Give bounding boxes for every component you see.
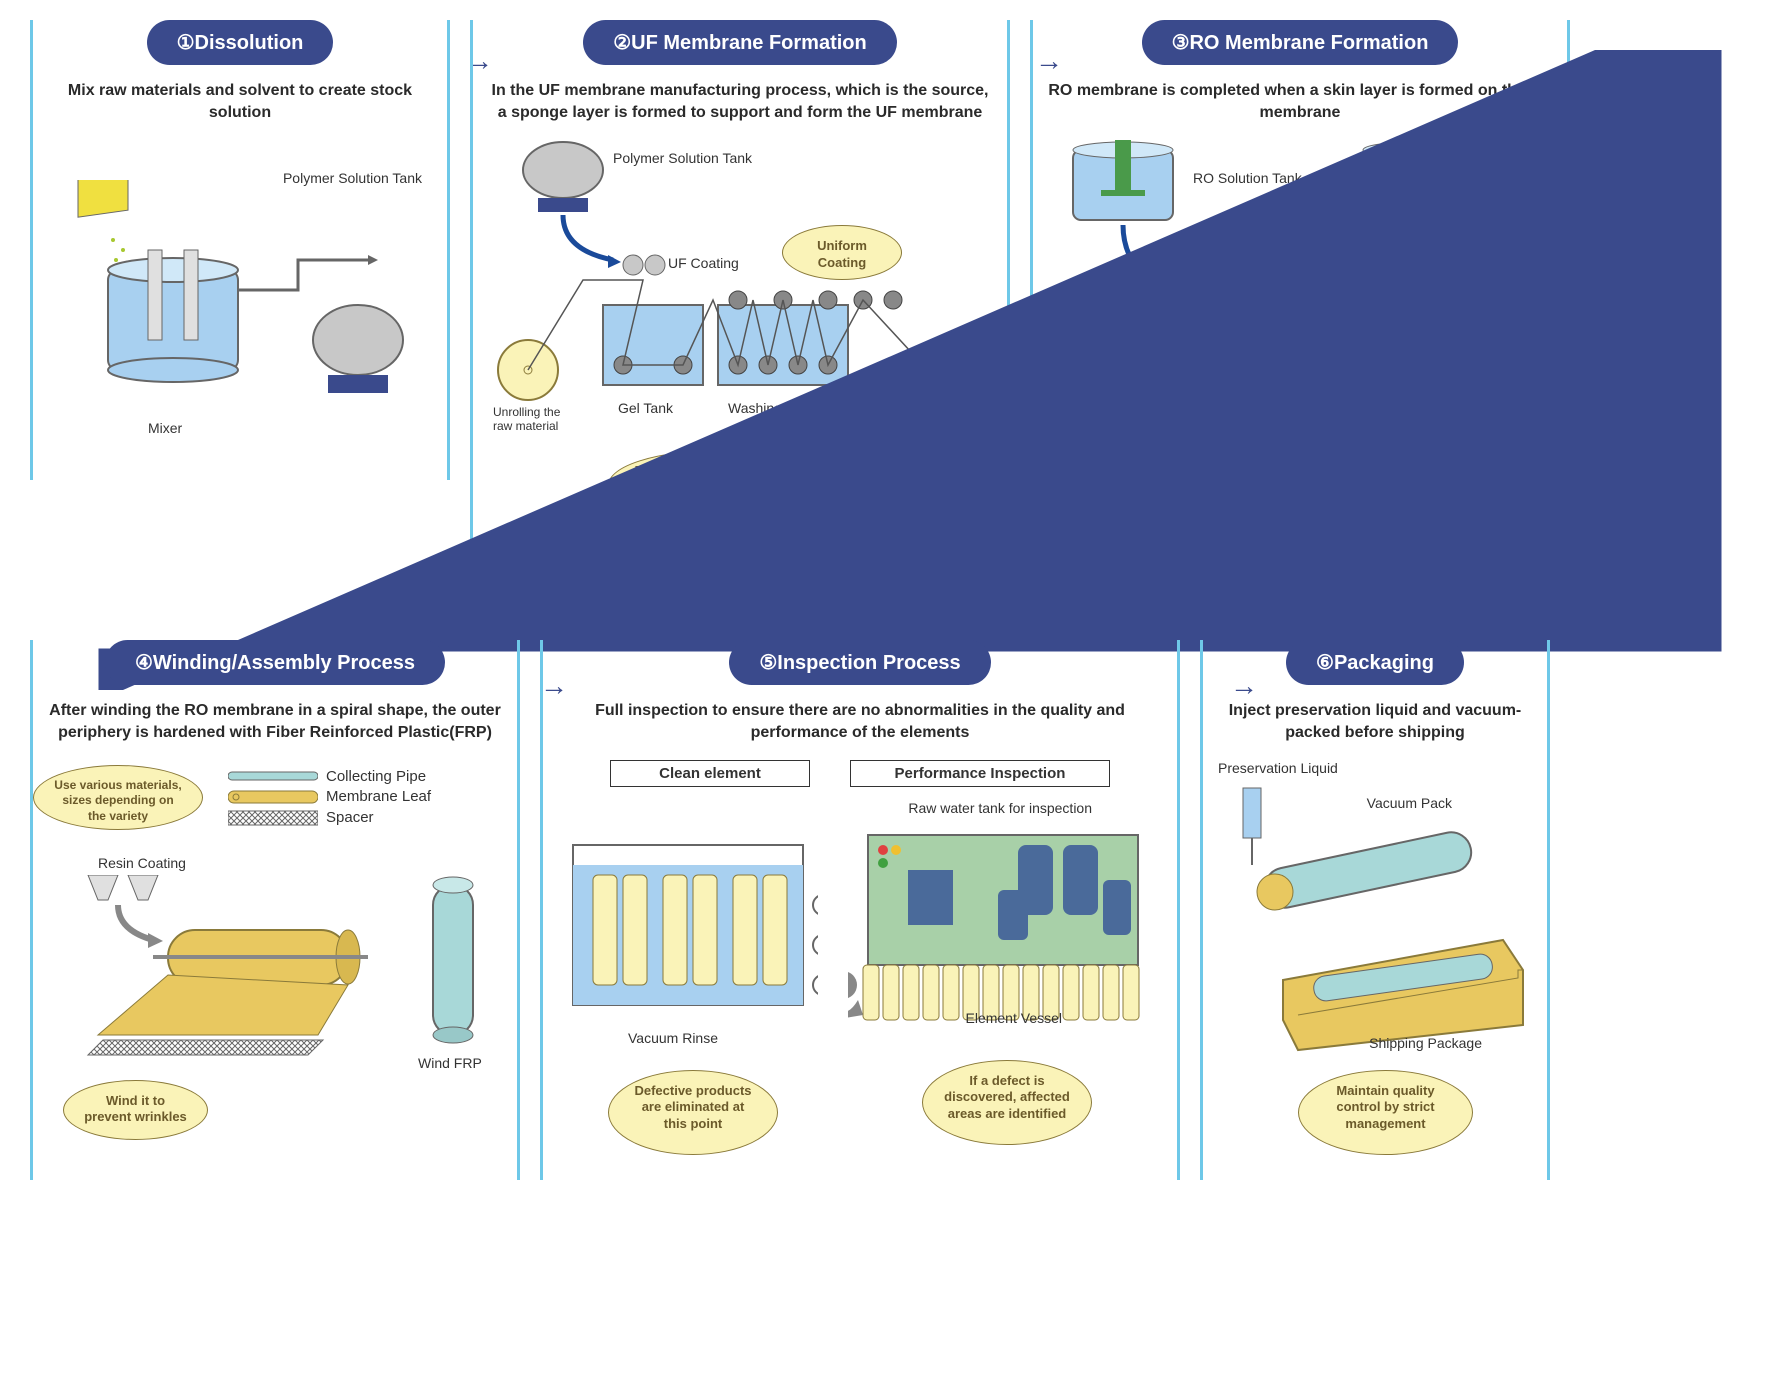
label-raw-water: Raw water tank for inspection [908, 800, 1092, 816]
label-preserve: Preservation Liquid [1218, 760, 1338, 776]
winding-diagram [58, 875, 398, 1075]
legend-leaf: Membrane Leaf [228, 788, 431, 806]
step-desc: After winding the RO membrane in a spira… [48, 700, 502, 745]
legend-pipe: Collecting Pipe [228, 768, 431, 785]
callout-wind-wrinkles: Wind it to prevent wrinkles [63, 1080, 208, 1140]
step-packaging: ⑥Packaging Inject preservation liquid an… [1200, 640, 1550, 1180]
box-perf-inspection: Performance Inspection [850, 760, 1110, 787]
label-shipping: Shipping Package [1369, 1035, 1482, 1051]
step-body: Use various materials, sizes depending o… [48, 760, 502, 1180]
callout-defect-identified: If a defect is discovered, affected area… [922, 1060, 1092, 1145]
process-row-2: ④Winding/Assembly Process After winding … [20, 640, 1754, 1180]
label-resin: Resin Coating [98, 855, 186, 871]
vacuum-rinse-diagram [568, 825, 818, 1025]
flow-connector [20, 50, 1740, 690]
label-wind-frp: Wind FRP [418, 1055, 482, 1071]
frp-cylinder [418, 870, 488, 1050]
step-desc: Full inspection to ensure there are no a… [558, 700, 1162, 745]
label-element-vessel: Element Vessel [966, 1010, 1063, 1026]
inspection-machine [848, 825, 1158, 1035]
step-body: Preservation Liquid Vacuum Pack Shipping… [1218, 760, 1532, 1180]
step-header: ⑥Packaging [1286, 640, 1464, 685]
step-desc: Inject preservation liquid and vacuum-pa… [1218, 700, 1532, 745]
legend-label: Membrane Leaf [326, 788, 431, 805]
legend-label: Collecting Pipe [326, 768, 426, 785]
box-clean-element: Clean element [610, 760, 810, 787]
callout-defective-eliminated: Defective products are eliminated at thi… [608, 1070, 778, 1155]
step-winding: ④Winding/Assembly Process After winding … [30, 640, 520, 1180]
legend-label: Spacer [326, 809, 374, 826]
legend-spacer: Spacer [228, 809, 431, 827]
step-header: ④Winding/Assembly Process [105, 640, 445, 685]
packaging-diagram [1223, 780, 1533, 1070]
step-inspection: ⑤Inspection Process Full inspection to e… [540, 640, 1180, 1180]
label-vacuum-rinse: Vacuum Rinse [628, 1030, 718, 1046]
step-header: ⑤Inspection Process [729, 640, 990, 685]
callout-quality-control: Maintain quality control by strict manag… [1298, 1070, 1473, 1155]
callout-materials: Use various materials, sizes depending o… [33, 765, 203, 830]
step-body: Clean element Performance Inspection Raw… [558, 760, 1162, 1180]
